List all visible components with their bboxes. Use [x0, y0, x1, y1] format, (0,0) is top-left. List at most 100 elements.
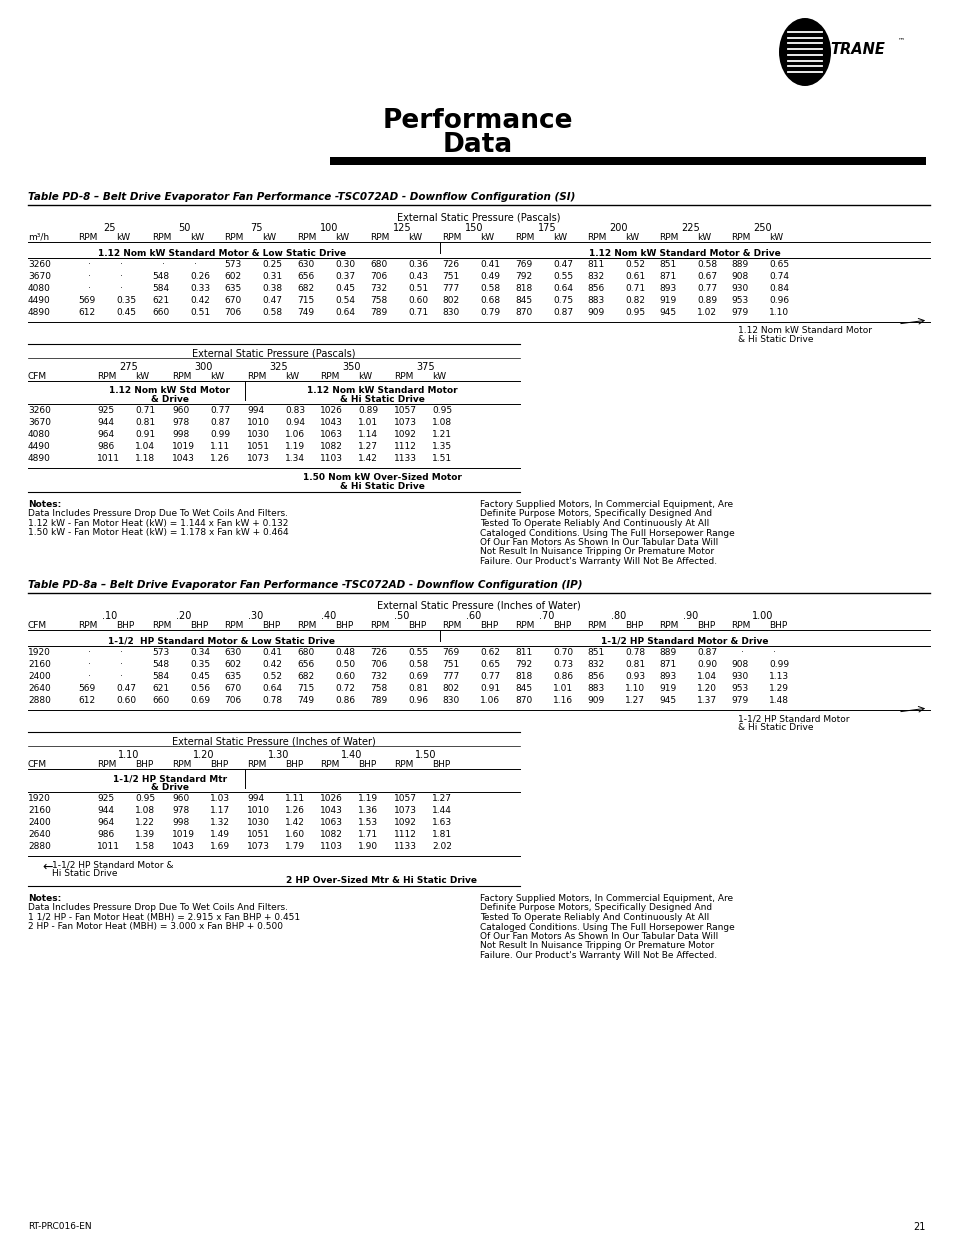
Text: 0.75: 0.75 — [553, 296, 573, 305]
Bar — [330, 157, 925, 165]
Text: 0.60: 0.60 — [408, 296, 428, 305]
Text: ·: · — [88, 659, 91, 669]
Text: ·: · — [193, 261, 196, 269]
Text: CFM: CFM — [28, 621, 47, 630]
Text: RPM: RPM — [659, 621, 678, 630]
Text: ·: · — [88, 648, 91, 657]
Text: 978: 978 — [172, 806, 189, 815]
Text: kW: kW — [210, 372, 224, 382]
Text: 602: 602 — [224, 659, 241, 669]
Text: 998: 998 — [172, 818, 189, 827]
Text: 1.12 kW - Fan Motor Heat (kW) = 1.144 x Fan kW + 0.132: 1.12 kW - Fan Motor Heat (kW) = 1.144 x … — [28, 519, 288, 529]
Text: 0.41: 0.41 — [479, 261, 499, 269]
Text: ←: ← — [42, 861, 52, 874]
Text: Definite Purpose Motors, Specifically Designed And: Definite Purpose Motors, Specifically De… — [479, 510, 711, 519]
Text: 777: 777 — [441, 284, 458, 293]
Text: 680: 680 — [296, 648, 314, 657]
Text: Table PD-8a – Belt Drive Evaporator Fan Performance -TSC072AD - Downflow Configu: Table PD-8a – Belt Drive Evaporator Fan … — [28, 580, 582, 590]
Text: 0.26: 0.26 — [190, 272, 210, 282]
Text: 0.82: 0.82 — [624, 296, 644, 305]
Text: 300: 300 — [194, 362, 213, 372]
Text: 1.69: 1.69 — [210, 842, 230, 851]
Text: Factory Supplied Motors, In Commercial Equipment, Are: Factory Supplied Motors, In Commercial E… — [479, 500, 732, 509]
Text: 1133: 1133 — [394, 842, 416, 851]
Text: 0.64: 0.64 — [553, 284, 573, 293]
Text: 1011: 1011 — [97, 454, 120, 463]
Text: 1.08: 1.08 — [135, 806, 155, 815]
Text: ·: · — [120, 284, 123, 293]
Text: 1.30: 1.30 — [268, 750, 290, 760]
Text: .70: .70 — [538, 611, 554, 621]
Text: 1.02: 1.02 — [697, 308, 717, 317]
Text: 2.02: 2.02 — [432, 842, 452, 851]
Text: & Hi Static Drive: & Hi Static Drive — [738, 722, 813, 732]
Text: 612: 612 — [78, 697, 95, 705]
Text: 919: 919 — [659, 296, 676, 305]
Text: 0.48: 0.48 — [335, 648, 355, 657]
Text: 630: 630 — [224, 648, 241, 657]
Text: ·: · — [120, 261, 123, 269]
Text: ·: · — [772, 648, 775, 657]
Text: 0.62: 0.62 — [479, 648, 499, 657]
Text: 998: 998 — [172, 430, 189, 438]
Text: 621: 621 — [152, 296, 169, 305]
Text: TRANE: TRANE — [829, 42, 884, 57]
Text: 930: 930 — [730, 672, 747, 680]
Text: BHP: BHP — [285, 760, 303, 769]
Text: 1.63: 1.63 — [432, 818, 452, 827]
Text: 0.45: 0.45 — [335, 284, 355, 293]
Text: 1.79: 1.79 — [285, 842, 305, 851]
Text: 1073: 1073 — [247, 454, 270, 463]
Text: 4890: 4890 — [28, 454, 51, 463]
Text: 1043: 1043 — [319, 417, 342, 427]
Text: 1.27: 1.27 — [357, 442, 377, 451]
Text: 1011: 1011 — [97, 842, 120, 851]
Text: 0.38: 0.38 — [262, 284, 282, 293]
Text: RT-PRC016-EN: RT-PRC016-EN — [28, 1221, 91, 1231]
Text: 1019: 1019 — [172, 830, 194, 839]
Text: 1010: 1010 — [247, 806, 270, 815]
Text: 1.10: 1.10 — [118, 750, 139, 760]
Text: 802: 802 — [441, 296, 458, 305]
Text: ™: ™ — [897, 37, 904, 43]
Text: kW: kW — [553, 233, 566, 242]
Text: 0.55: 0.55 — [553, 272, 573, 282]
Text: 584: 584 — [152, 284, 169, 293]
Text: 0.42: 0.42 — [190, 296, 210, 305]
Text: 930: 930 — [730, 284, 747, 293]
Text: 1.17: 1.17 — [210, 806, 230, 815]
Text: Failure. Our Product's Warranty Will Not Be Affected.: Failure. Our Product's Warranty Will Not… — [479, 557, 717, 566]
Text: CFM: CFM — [28, 372, 47, 382]
Text: 150: 150 — [464, 224, 483, 233]
Text: 0.50: 0.50 — [335, 659, 355, 669]
Text: 1.11: 1.11 — [285, 794, 305, 803]
Text: 811: 811 — [586, 261, 603, 269]
Text: 225: 225 — [680, 224, 700, 233]
Text: 1.16: 1.16 — [553, 697, 573, 705]
Text: .90: .90 — [682, 611, 698, 621]
Text: RPM: RPM — [730, 621, 750, 630]
Text: kW: kW — [190, 233, 204, 242]
Text: 621: 621 — [152, 684, 169, 693]
Text: 0.58: 0.58 — [408, 659, 428, 669]
Text: 0.65: 0.65 — [479, 659, 499, 669]
Text: 2640: 2640 — [28, 830, 51, 839]
Text: 1073: 1073 — [247, 842, 270, 851]
Text: kW: kW — [285, 372, 299, 382]
Text: ·: · — [88, 284, 91, 293]
Text: 125: 125 — [393, 224, 411, 233]
Text: 1133: 1133 — [394, 454, 416, 463]
Text: 0.86: 0.86 — [335, 697, 355, 705]
Text: 1.49: 1.49 — [210, 830, 230, 839]
Text: 0.35: 0.35 — [116, 296, 136, 305]
Text: 1043: 1043 — [172, 842, 194, 851]
Text: RPM: RPM — [394, 760, 413, 769]
Text: 0.95: 0.95 — [135, 794, 155, 803]
Text: 953: 953 — [730, 296, 747, 305]
Text: 1051: 1051 — [247, 442, 270, 451]
Text: 573: 573 — [224, 261, 241, 269]
Text: 0.71: 0.71 — [408, 308, 428, 317]
Text: 944: 944 — [97, 417, 113, 427]
Text: 4080: 4080 — [28, 430, 51, 438]
Text: 1.19: 1.19 — [357, 794, 377, 803]
